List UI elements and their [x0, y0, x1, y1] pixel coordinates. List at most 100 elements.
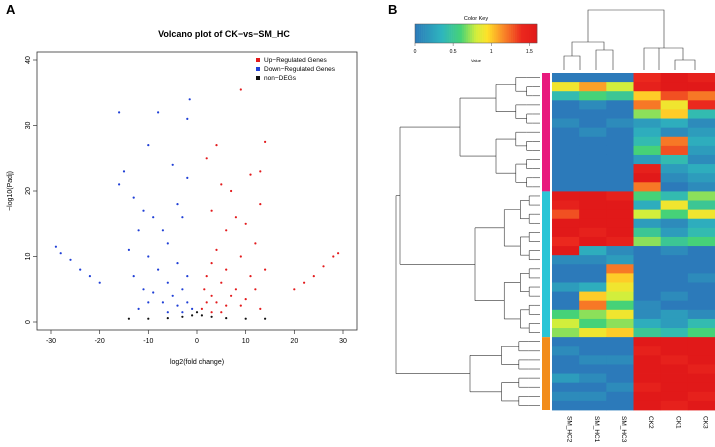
- volcano-point-0-39: [322, 265, 325, 268]
- volcano-point-0-30: [225, 304, 228, 307]
- heatmap-cell-29-1: [579, 337, 607, 347]
- volcano-point-0-22: [234, 288, 237, 291]
- heatmap-cell-15-4: [660, 209, 689, 220]
- volcano-point-0-29: [215, 301, 218, 304]
- heatmap-cell-32-3: [633, 364, 662, 374]
- heatmap-cell-2-2: [606, 91, 634, 101]
- heatmap-cell-2-3: [633, 91, 662, 101]
- heatmap-cell-10-3: [633, 164, 662, 174]
- volcano-point-1-13: [137, 229, 140, 232]
- heatmap-cell-0-1: [579, 73, 607, 83]
- heatmap-cell-4-4: [660, 109, 689, 119]
- volcano-title: Volcano plot of CK−vs−SM_HC: [158, 29, 290, 39]
- heatmap-cell-5-3: [633, 118, 662, 129]
- heatmap-cell-2-0: [552, 91, 580, 101]
- color-key-step-59: [534, 24, 538, 43]
- heatmap-cell-4-1: [579, 109, 607, 119]
- color-key-step-24: [463, 24, 467, 43]
- heatmap-cell-0-2: [606, 73, 634, 83]
- heatmap-cell-9-5: [687, 154, 715, 165]
- volcano-point-0-27: [244, 298, 247, 301]
- volcano-point-1-37: [88, 275, 91, 278]
- heatmap-cell-18-0: [552, 236, 580, 247]
- volcano-point-2-0: [127, 317, 130, 320]
- color-key-step-44: [504, 24, 507, 43]
- heatmap-cell-7-2: [606, 136, 634, 147]
- color-key-step-26: [467, 24, 471, 43]
- color-key-step-42: [500, 24, 503, 43]
- heatmap-cell-18-5: [687, 236, 715, 247]
- volcano-x-tick-label-2: -10: [143, 338, 153, 345]
- color-key-step-13: [441, 24, 444, 43]
- heatmap-cell-28-2: [606, 328, 634, 338]
- heatmap-cell-29-0: [552, 337, 580, 347]
- volcano-point-1-9: [186, 176, 189, 179]
- color-key-step-23: [461, 24, 465, 43]
- heatmap-cell-33-4: [660, 373, 689, 384]
- heatmap-cell-18-3: [633, 236, 662, 247]
- volcano-x-tick-label-4: 10: [242, 338, 250, 345]
- volcano-point-1-15: [181, 216, 184, 219]
- volcano-point-1-4: [147, 144, 150, 147]
- row-side-color-cluster-3: [542, 337, 550, 410]
- color-key-border: [414, 23, 538, 44]
- heatmap-cell-34-0: [552, 382, 580, 393]
- volcano-point-0-34: [259, 307, 262, 310]
- heatmap-cell-33-2: [606, 373, 634, 384]
- heatmap-cell-13-0: [552, 191, 580, 201]
- heatmap-cell-7-4: [660, 136, 689, 147]
- volcano-point-0-24: [203, 288, 206, 291]
- color-key-step-4: [423, 24, 426, 43]
- volcano-y-tick-label-0: 0: [25, 320, 32, 324]
- color-key-step-56: [528, 24, 532, 43]
- volcano-point-0-35: [239, 304, 242, 307]
- heatmap-cell-5-1: [579, 118, 607, 129]
- color-key-step-50: [516, 24, 519, 43]
- heatmap-cell-30-1: [579, 346, 607, 356]
- volcano-legend: Up−Regulated Genes Down−Regulated Genes no…: [256, 57, 336, 82]
- heatmap-cell-32-2: [606, 364, 634, 374]
- heatmap-cell-22-0: [552, 273, 580, 283]
- color-key-step-32: [480, 24, 483, 43]
- heatmap-cell-12-0: [552, 182, 580, 192]
- volcano-point-1-16: [166, 242, 169, 245]
- volcano-legend-swatch-1: [256, 67, 260, 71]
- heatmap-cell-34-4: [660, 382, 689, 393]
- heatmap-cell-2-4: [660, 91, 689, 101]
- volcano-point-1-24: [142, 288, 145, 291]
- heatmap-cell-8-0: [552, 145, 580, 156]
- heatmap-cell-6-0: [552, 127, 580, 138]
- volcano-point-0-33: [220, 311, 223, 314]
- volcano-legend-label-1: Down−Regulated Genes: [264, 66, 336, 73]
- heatmap-cell-35-5: [687, 391, 715, 402]
- color-key-step-38: [492, 24, 495, 43]
- heatmap-cell-30-3: [633, 346, 662, 356]
- heatmap-cell-16-3: [633, 218, 662, 229]
- color-key-step-19: [453, 24, 456, 43]
- heatmap-cell-34-3: [633, 382, 662, 393]
- heatmap-cell-2-1: [579, 91, 607, 101]
- color-key-tick-label-0: 0: [414, 49, 417, 55]
- volcano-point-0-32: [210, 311, 213, 314]
- heatmap-cell-13-4: [660, 191, 689, 201]
- color-key-step-0: [415, 24, 418, 43]
- volcano-point-0-21: [220, 281, 223, 284]
- heatmap-cell-14-4: [660, 200, 689, 211]
- heatmap-cell-26-3: [633, 309, 662, 320]
- color-key-tick-label-1: 0.5: [450, 49, 457, 55]
- heatmap-cell-32-5: [687, 364, 715, 374]
- heatmap-cell-1-2: [606, 82, 634, 92]
- volcano-point-0-6: [230, 189, 233, 193]
- volcano-x-tick-label-6: 30: [339, 338, 347, 345]
- heatmap-cell-31-3: [633, 355, 662, 365]
- row-side-color-cluster-1: [542, 73, 550, 192]
- panel-b-label: B: [388, 2, 397, 17]
- heatmap-cell-16-1: [579, 218, 607, 229]
- volcano-point-2-4: [191, 314, 194, 317]
- heatmap-cell-15-0: [552, 209, 580, 220]
- heatmap-cell-17-2: [606, 227, 634, 238]
- heatmap-cell-35-1: [579, 391, 607, 402]
- heatmap-cell-27-4: [660, 318, 689, 329]
- volcano-point-1-33: [137, 307, 140, 310]
